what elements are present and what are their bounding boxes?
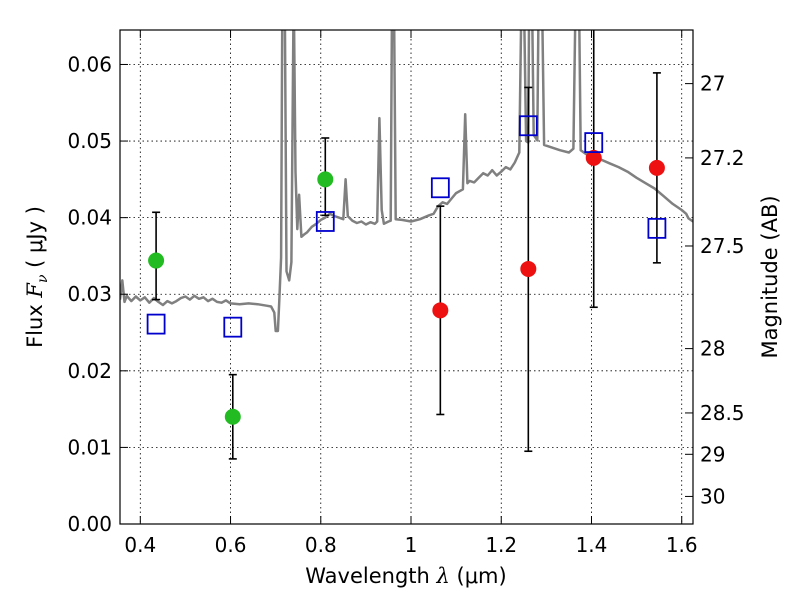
- model-square-marker: [584, 132, 604, 153]
- right-axis-label: Magnitude (AB): [758, 195, 782, 358]
- model-square-marker: [518, 115, 538, 137]
- model-square-marker: [315, 211, 335, 232]
- x-tick-label: 1: [405, 533, 418, 557]
- right-tick-label: 27: [700, 72, 725, 96]
- y-tick-label: 0.05: [67, 129, 112, 153]
- red-data-point: [648, 159, 665, 176]
- y-tick-label: 0.03: [67, 282, 112, 306]
- x-tick-label: 0.6: [215, 533, 247, 557]
- right-tick-label: 27.2: [700, 146, 745, 170]
- y-tick-label: 0.00: [67, 512, 112, 536]
- x-tick-label: 1.2: [485, 533, 517, 557]
- x-tick-label: 1.4: [576, 533, 608, 557]
- x-axis-label: Wavelength λ (μm): [305, 564, 506, 588]
- red-data-point: [585, 149, 602, 166]
- model-square-marker: [223, 316, 243, 338]
- right-tick-label: 28: [700, 337, 725, 361]
- x-tick-label: 0.8: [305, 533, 337, 557]
- green-data-point: [148, 252, 165, 269]
- x-tick-label: 0.4: [124, 533, 156, 557]
- red-data-point: [432, 302, 449, 319]
- green-data-point: [224, 408, 241, 425]
- green-data-point: [317, 171, 334, 188]
- y-tick-label: 0.02: [67, 359, 112, 383]
- model-square-marker: [647, 217, 667, 239]
- red-data-point: [520, 260, 537, 277]
- model-square-marker: [430, 177, 450, 199]
- y-tick-label: 0.06: [67, 52, 112, 76]
- y-tick-label: 0.01: [67, 435, 112, 459]
- right-tick-label: 27.5: [700, 234, 745, 258]
- x-tick-label: 1.6: [666, 533, 698, 557]
- spectrum-line: [120, 30, 693, 333]
- plot-area: [120, 30, 693, 460]
- right-tick-label: 30: [700, 484, 725, 508]
- plot-frame: [119, 29, 694, 525]
- right-tick-label: 28.5: [700, 401, 745, 425]
- axis-ticks: [120, 30, 693, 525]
- y-tick-label: 0.04: [67, 206, 112, 230]
- right-tick-label: 29: [700, 442, 725, 466]
- y-axis-label: Flux Fν ( μJy ): [23, 206, 51, 348]
- model-square-marker: [146, 313, 166, 335]
